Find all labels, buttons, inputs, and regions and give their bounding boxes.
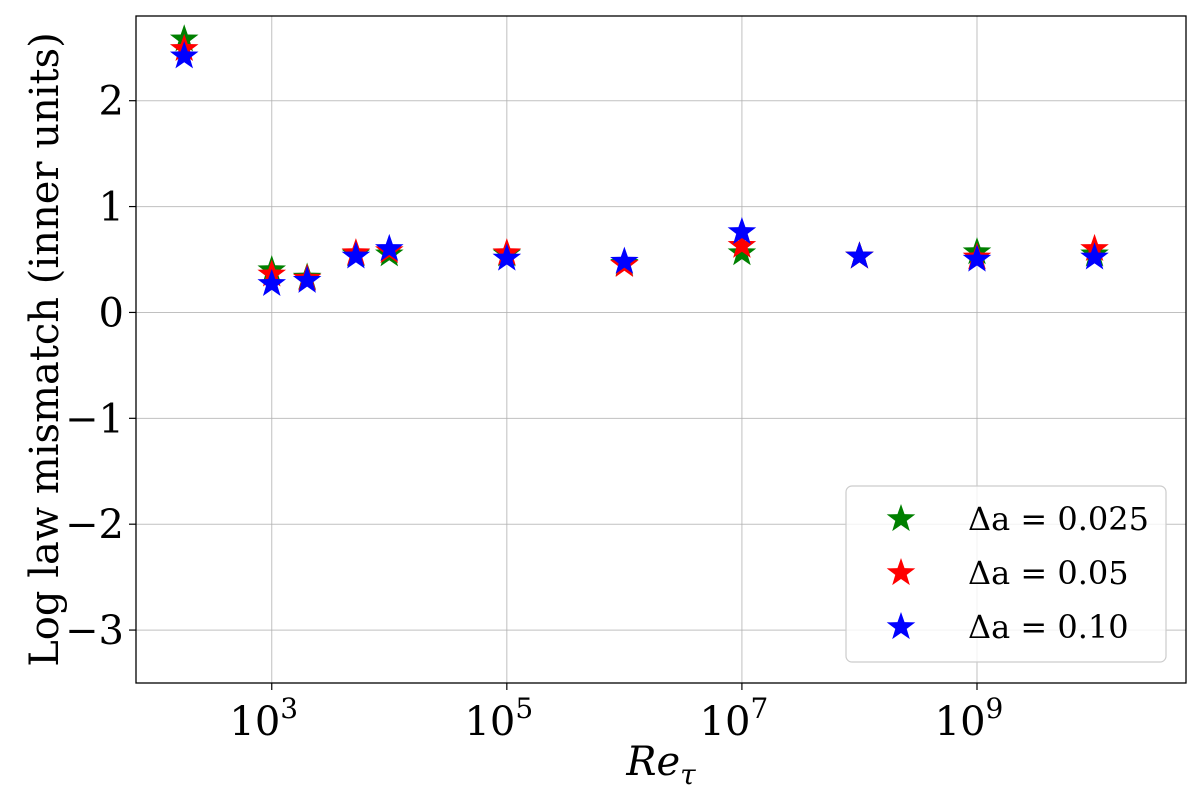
legend-label: Δa = 0.025	[968, 500, 1149, 538]
data-point	[292, 265, 322, 293]
data-point	[962, 244, 992, 272]
x-tick-label: 107	[700, 692, 769, 745]
data-point	[375, 233, 404, 262]
y-tick-label: −1	[65, 396, 124, 442]
x-axis-label: Reτ	[625, 739, 696, 791]
data-point	[257, 268, 287, 296]
y-tick-label: 2	[99, 79, 124, 125]
legend-marker	[886, 558, 916, 586]
x-tick-label: 103	[229, 692, 298, 745]
legend-item: Δa = 0.10	[886, 608, 1129, 646]
y-tick-label: −2	[65, 502, 124, 548]
legend-item: Δa = 0.025	[886, 500, 1149, 538]
x-tick-label: 109	[935, 692, 1004, 745]
y-tick-label: 0	[99, 290, 124, 336]
data-point	[1080, 242, 1109, 270]
data-point	[727, 216, 757, 245]
legend-label: Δa = 0.05	[968, 554, 1129, 592]
tick-labels: 103 105 107 109 2 1 0 −1 −2 −3	[65, 79, 1003, 745]
legend-marker	[886, 504, 916, 532]
data-point	[169, 41, 199, 69]
series-2	[169, 33, 1109, 291]
y-tick-label: 1	[99, 185, 124, 231]
x-tick-label: 105	[464, 692, 533, 745]
data-marks	[169, 24, 1109, 296]
data-point	[845, 241, 874, 269]
y-tick-label: −3	[65, 608, 124, 654]
legend: Δa = 0.025 Δa = 0.05 Δa = 0.10	[845, 485, 1167, 663]
y-axis-label: Log law mismatch (inner units)	[22, 32, 68, 667]
legend-label: Δa = 0.10	[968, 608, 1129, 646]
legend-item: Δa = 0.05	[886, 554, 1129, 592]
data-point	[492, 243, 522, 271]
legend-marker	[886, 612, 916, 640]
series-3	[169, 41, 1109, 296]
data-point	[341, 241, 371, 269]
data-point	[610, 246, 639, 274]
series-1	[169, 24, 1109, 290]
legend-box	[845, 485, 1167, 663]
plot-frame	[135, 15, 1187, 684]
data-point	[727, 230, 757, 258]
